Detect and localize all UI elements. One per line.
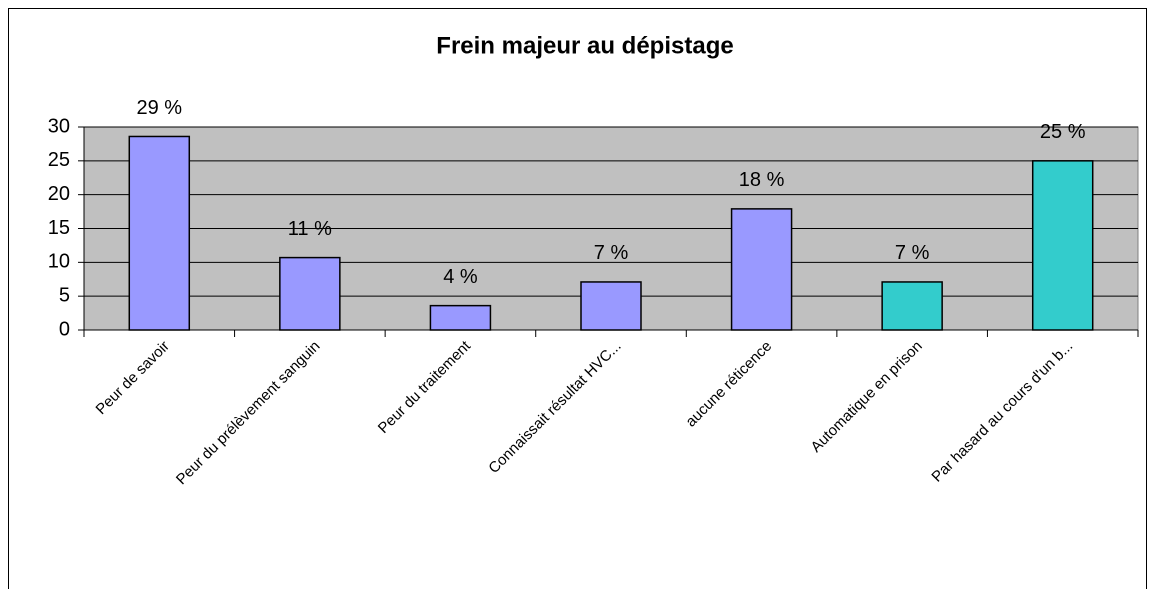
chart-title: Frein majeur au dépistage — [436, 32, 733, 59]
bar — [1031, 160, 1094, 331]
y-tick-label: 15 — [48, 217, 70, 239]
bar — [429, 304, 492, 331]
y-tick-label: 10 — [48, 251, 70, 273]
y-tick-label: 30 — [48, 115, 70, 137]
y-tick-label: 5 — [59, 284, 70, 306]
bar — [279, 256, 341, 331]
value-label: 4 % — [443, 266, 478, 288]
y-tick-label: 25 — [48, 149, 70, 171]
bar — [128, 135, 191, 331]
bar — [881, 281, 943, 331]
y-tick-label: 0 — [59, 318, 70, 340]
value-label: 11 % — [288, 218, 332, 240]
value-label: 7 % — [895, 242, 930, 264]
value-label: 7 % — [594, 242, 629, 264]
bar — [730, 208, 793, 331]
value-label: 25 % — [1040, 121, 1086, 143]
value-label: 18 % — [739, 169, 785, 191]
y-tick-label: 20 — [48, 183, 70, 205]
value-label: 29 % — [136, 97, 182, 119]
bar — [580, 281, 642, 331]
